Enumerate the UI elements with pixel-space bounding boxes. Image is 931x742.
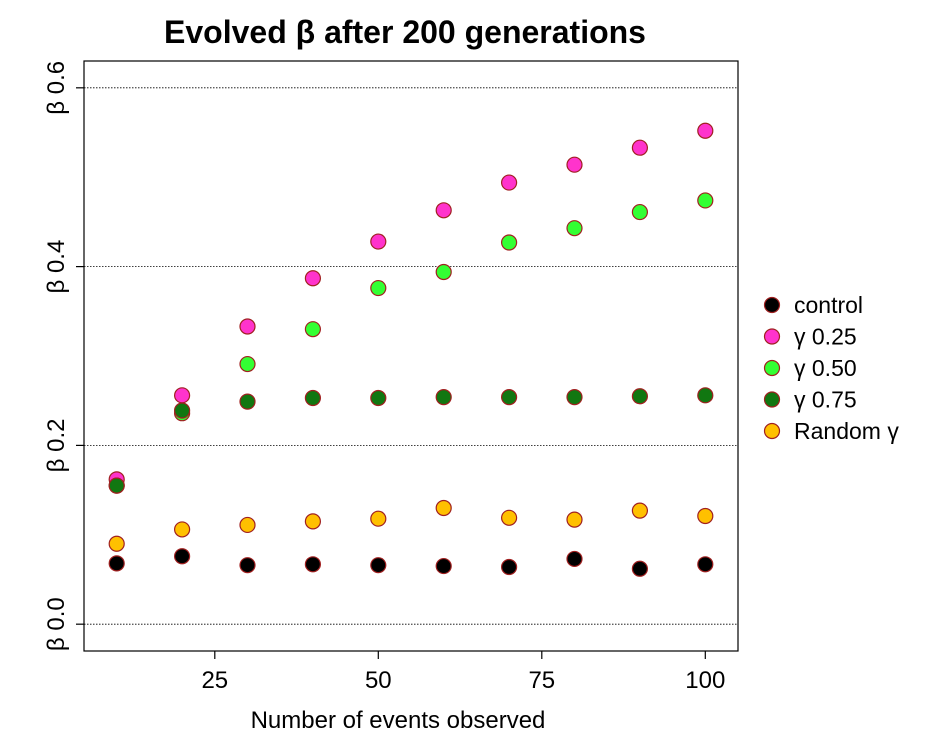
data-point (501, 558, 518, 576)
legend: control γ 0.25 γ 0.50 γ 0.75 Random γ (763, 292, 899, 444)
x-tick-label: 100 (685, 667, 725, 694)
data-point (631, 203, 649, 221)
legend-marker (763, 422, 781, 440)
data-point (304, 513, 321, 530)
legend-marker (763, 391, 781, 408)
data-point (239, 318, 256, 335)
series-0 (108, 548, 714, 577)
data-point (304, 389, 321, 407)
x-tick-label: 50 (365, 667, 392, 694)
chart-title: Evolved β after 200 generations (164, 14, 646, 50)
legend-label: γ 0.25 (794, 324, 857, 350)
y-tick-label: β 0.6 (43, 61, 70, 115)
gridlines (84, 87, 738, 625)
data-point (370, 510, 387, 527)
series-3 (108, 387, 714, 494)
legend-label: γ 0.50 (794, 355, 857, 381)
data-point (631, 388, 649, 405)
data-point (174, 402, 191, 419)
data-point (304, 270, 321, 287)
data-point (697, 556, 714, 573)
data-point (304, 556, 321, 573)
data-points (108, 122, 714, 577)
data-point (566, 550, 583, 568)
series-2 (108, 192, 714, 494)
data-point (370, 233, 387, 250)
data-point (566, 511, 583, 528)
data-point (501, 389, 518, 406)
data-point (566, 220, 583, 237)
data-point (370, 389, 387, 407)
data-point (108, 555, 125, 572)
series-1 (108, 122, 714, 488)
legend-label: γ 0.75 (794, 387, 857, 413)
x-tick-label: 25 (201, 667, 228, 694)
data-point (697, 507, 714, 525)
data-point (435, 202, 452, 219)
data-point (501, 234, 518, 251)
data-point (304, 321, 321, 338)
x-tick-label: 75 (528, 667, 555, 694)
data-point (239, 516, 256, 534)
legend-label: Random γ (794, 418, 899, 444)
data-point (370, 557, 387, 574)
series-4 (108, 499, 714, 552)
data-point (174, 387, 191, 404)
data-point (435, 499, 452, 517)
data-point (239, 557, 256, 574)
data-point (108, 535, 125, 552)
data-point (174, 548, 191, 565)
data-point (631, 502, 649, 519)
data-point (631, 139, 649, 156)
data-point (435, 557, 452, 575)
data-point (566, 156, 583, 173)
data-point (370, 279, 387, 297)
data-point (566, 389, 583, 406)
y-tick-label: β 0.2 (43, 418, 70, 472)
data-point (697, 122, 714, 139)
data-point (108, 477, 125, 494)
data-point (174, 521, 191, 538)
data-point (501, 509, 518, 526)
plot-area (83, 60, 739, 652)
data-point (239, 393, 256, 410)
y-tick-label: β 0.0 (43, 597, 70, 651)
x-axis-label: Number of events observed (251, 707, 546, 734)
x-axis: 25 50 75 100 (201, 651, 725, 694)
data-point (435, 263, 452, 281)
legend-marker (763, 296, 781, 314)
legend-label: control (794, 292, 863, 318)
y-axis: β 0.0 β 0.2 β 0.4 β 0.6 (43, 61, 84, 651)
data-point (697, 387, 714, 404)
legend-marker (763, 328, 781, 345)
data-point (501, 174, 518, 191)
data-point (435, 389, 452, 406)
data-point (697, 192, 714, 209)
legend-marker (763, 359, 781, 377)
data-point (239, 355, 256, 373)
data-point (631, 560, 649, 577)
y-tick-label: β 0.4 (43, 240, 70, 294)
